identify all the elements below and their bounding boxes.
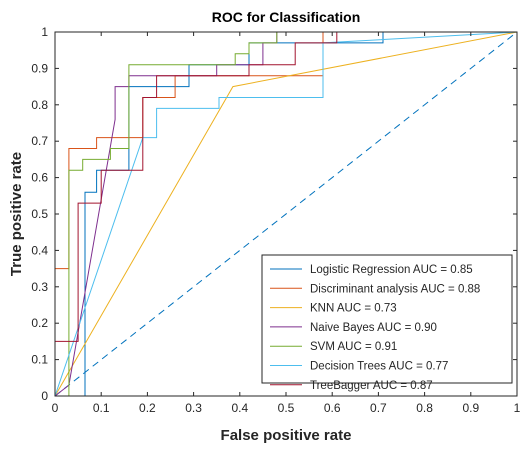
y-tick-label: 0.1 xyxy=(31,353,48,367)
y-tick-label: 0.6 xyxy=(31,171,48,185)
x-tick-label: 0.6 xyxy=(324,401,341,415)
legend-label: Discriminant analysis AUC = 0.88 xyxy=(310,283,480,295)
y-tick-label: 0 xyxy=(41,389,48,403)
x-tick-label: 1 xyxy=(514,401,521,415)
y-tick-label: 0.2 xyxy=(31,316,48,330)
y-tick-label: 0.7 xyxy=(31,134,48,148)
legend-label: KNN AUC = 0.73 xyxy=(310,303,397,315)
x-tick-label: 0.2 xyxy=(139,401,156,415)
y-tick-label: 0.3 xyxy=(31,280,48,294)
series-line-1 xyxy=(55,31,517,397)
x-tick-label: 0.4 xyxy=(231,401,248,415)
y-tick-label: 0.8 xyxy=(31,98,48,112)
legend-label: TreeBagger AUC = 0.87 xyxy=(310,380,433,392)
series-line-6 xyxy=(54,31,518,397)
legend-label: Logistic Regression AUC = 0.85 xyxy=(310,264,473,276)
y-tick-label: 0.5 xyxy=(31,207,48,221)
series-line-3 xyxy=(54,31,518,397)
y-tick-label: 1 xyxy=(41,25,48,39)
x-tick-label: 0.5 xyxy=(278,401,295,415)
x-tick-label: 0.3 xyxy=(185,401,202,415)
y-tick-label: 0.4 xyxy=(31,243,48,257)
x-tick-label: 0.8 xyxy=(416,401,433,415)
legend-box xyxy=(261,254,513,384)
x-axis-label: False positive rate xyxy=(221,427,352,444)
y-tick-label: 0.9 xyxy=(31,61,48,75)
legend-label: Naive Bayes AUC = 0.90 xyxy=(310,322,437,334)
legend-label: SVM AUC = 0.91 xyxy=(310,341,397,353)
x-tick-label: 0.7 xyxy=(370,401,387,415)
y-axis-label: True positive rate xyxy=(8,152,25,276)
series-line-7 xyxy=(54,31,517,396)
x-tick-label: 0 xyxy=(52,401,59,415)
x-tick-label: 0.9 xyxy=(462,401,479,415)
plot-frame xyxy=(54,31,518,397)
chart-title: ROC for Classification xyxy=(212,9,361,25)
legend-label: Decision Trees AUC = 0.77 xyxy=(310,361,448,373)
x-tick-label: 0.1 xyxy=(93,401,110,415)
legend: Logistic Regression AUC = 0.85 Discrimina… xyxy=(261,254,513,392)
series-line-5 xyxy=(55,31,517,397)
reference-diagonal-line xyxy=(54,31,518,397)
